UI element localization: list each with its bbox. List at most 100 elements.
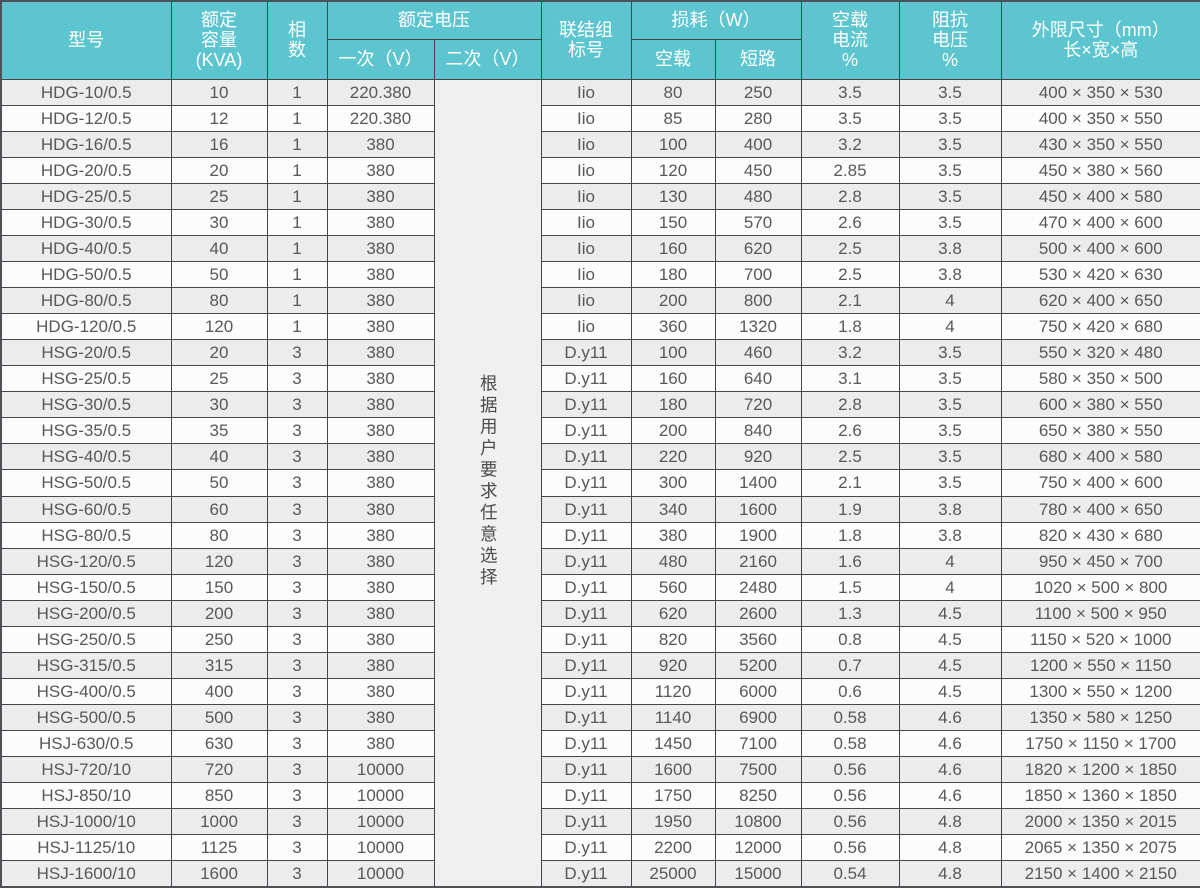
- cell-capacity: 12: [170, 104, 268, 132]
- cell-impedance-voltage: 3.8: [898, 234, 1002, 262]
- cell-no-load-current: 2.8: [800, 391, 900, 419]
- cell-primary-voltage: 380: [326, 599, 435, 627]
- cell-no-load-current: 2.85: [800, 156, 900, 184]
- cell-no-load-loss: 100: [630, 130, 716, 158]
- cell-capacity: 720: [170, 756, 268, 784]
- cell-primary-voltage: 380: [326, 260, 435, 289]
- cell-dimensions: 950 × 450 × 700: [1000, 547, 1200, 575]
- cell-no-load-loss: 920: [630, 651, 716, 679]
- cell-impedance-voltage: 3.5: [898, 130, 1002, 158]
- cell-short-circuit-loss: 460: [714, 339, 802, 367]
- cell-model: HDG-20/0.5: [0, 156, 172, 184]
- cell-no-load-current: 0.8: [800, 625, 900, 653]
- cell-phases: 3: [266, 782, 328, 810]
- cell-dimensions: 2000 × 1350 × 2015: [1000, 808, 1200, 836]
- cell-capacity: 80: [170, 521, 268, 549]
- cell-no-load-loss: 380: [630, 521, 716, 549]
- cell-impedance-voltage: 4.6: [898, 703, 1002, 732]
- cell-capacity: 120: [170, 313, 268, 341]
- cell-phases: 1: [266, 313, 328, 341]
- cell-connection: D.y11: [540, 651, 632, 679]
- cell-model: HDG-80/0.5: [0, 286, 172, 315]
- cell-primary-voltage: 380: [326, 313, 435, 341]
- cell-dimensions: 1750 × 1150 × 1700: [1000, 730, 1200, 758]
- table-row: HDG-120/0.5 120 1 380 Iio 360 1320 1.8 4…: [0, 313, 1200, 341]
- cell-primary-voltage: 380: [326, 339, 435, 367]
- cell-impedance-voltage: 4: [898, 573, 1002, 601]
- cell-primary-voltage: 10000: [326, 860, 435, 888]
- cell-short-circuit-loss: 720: [714, 391, 802, 419]
- cell-impedance-voltage: 4.8: [898, 834, 1002, 862]
- cell-short-circuit-loss: 2160: [714, 547, 802, 575]
- cell-primary-voltage: 380: [326, 573, 435, 601]
- cell-primary-voltage: 380: [326, 130, 435, 158]
- cell-no-load-current: 0.58: [800, 703, 900, 732]
- cell-capacity: 40: [170, 234, 268, 262]
- cell-no-load-loss: 160: [630, 234, 716, 262]
- cell-model: HSJ-850/10: [0, 782, 172, 810]
- cell-no-load-loss: 180: [630, 391, 716, 419]
- cell-no-load-current: 2.5: [800, 234, 900, 262]
- cell-capacity: 1600: [170, 860, 268, 888]
- cell-phases: 3: [266, 339, 328, 367]
- cell-dimensions: 500 × 400 × 600: [1000, 234, 1200, 262]
- cell-connection: Iio: [540, 130, 632, 158]
- cell-primary-voltage: 10000: [326, 808, 435, 836]
- table-row: HSG-20/0.5 20 3 380 D.y11 100 460 3.2 3.…: [0, 339, 1200, 367]
- cell-short-circuit-loss: 1600: [714, 495, 802, 523]
- cell-no-load-loss: 200: [630, 286, 716, 315]
- cell-model: HSJ-1000/10: [0, 808, 172, 836]
- cell-capacity: 60: [170, 495, 268, 523]
- cell-no-load-current: 0.56: [800, 756, 900, 784]
- cell-no-load-current: 3.1: [800, 365, 900, 393]
- cell-no-load-loss: 1120: [630, 677, 716, 706]
- table-row: HSJ-1600/10 1600 3 10000 D.y11 25000 150…: [0, 860, 1200, 888]
- cell-phases: 1: [266, 182, 328, 210]
- cell-capacity: 400: [170, 677, 268, 706]
- cell-no-load-current: 2.5: [800, 260, 900, 289]
- table-row: HSG-500/0.5 500 3 380 D.y11 1140 6900 0.…: [0, 703, 1200, 732]
- cell-short-circuit-loss: 2600: [714, 599, 802, 627]
- cell-model: HSJ-1600/10: [0, 860, 172, 888]
- cell-connection: D.y11: [540, 834, 632, 862]
- cell-dimensions: 1350 × 580 × 1250: [1000, 703, 1200, 732]
- header-model: 型号: [0, 0, 172, 80]
- cell-impedance-voltage: 4.5: [898, 599, 1002, 627]
- table-row: HSG-25/0.5 25 3 380 D.y11 160 640 3.1 3.…: [0, 365, 1200, 393]
- cell-primary-voltage: 10000: [326, 834, 435, 862]
- cell-no-load-loss: 1450: [630, 730, 716, 758]
- table-body: HDG-10/0.5 10 1 220.380 根据用户要求任意选择 Iio 80…: [0, 78, 1200, 888]
- cell-model: HSG-250/0.5: [0, 625, 172, 653]
- cell-phases: 3: [266, 417, 328, 445]
- cell-short-circuit-loss: 3560: [714, 625, 802, 653]
- cell-no-load-current: 0.56: [800, 808, 900, 836]
- cell-connection: Iio: [540, 286, 632, 315]
- cell-model: HSG-40/0.5: [0, 443, 172, 471]
- cell-model: HSJ-630/0.5: [0, 730, 172, 758]
- cell-no-load-current: 3.2: [800, 130, 900, 158]
- cell-no-load-loss: 300: [630, 469, 716, 497]
- cell-short-circuit-loss: 280: [714, 104, 802, 132]
- cell-no-load-loss: 2200: [630, 834, 716, 862]
- table-row: HDG-25/0.5 25 1 380 Iio 130 480 2.8 3.5 …: [0, 182, 1200, 210]
- cell-no-load-loss: 360: [630, 313, 716, 341]
- cell-dimensions: 600 × 380 × 550: [1000, 391, 1200, 419]
- cell-impedance-voltage: 3.8: [898, 260, 1002, 289]
- cell-model: HSJ-1125/10: [0, 834, 172, 862]
- cell-no-load-loss: 1600: [630, 756, 716, 784]
- cell-dimensions: 1300 × 550 × 1200: [1000, 677, 1200, 706]
- cell-primary-voltage: 10000: [326, 756, 435, 784]
- header-connection: 联结组 标号: [540, 0, 632, 80]
- cell-primary-voltage: 380: [326, 208, 435, 236]
- cell-short-circuit-loss: 6900: [714, 703, 802, 732]
- cell-capacity: 10: [170, 78, 268, 106]
- cell-dimensions: 550 × 320 × 480: [1000, 339, 1200, 367]
- cell-connection: D.y11: [540, 730, 632, 758]
- cell-connection: D.y11: [540, 495, 632, 523]
- cell-short-circuit-loss: 920: [714, 443, 802, 471]
- table-row: HSG-250/0.5 250 3 380 D.y11 820 3560 0.8…: [0, 625, 1200, 653]
- cell-dimensions: 430 × 350 × 550: [1000, 130, 1200, 158]
- cell-capacity: 1000: [170, 808, 268, 836]
- cell-impedance-voltage: 4: [898, 313, 1002, 341]
- cell-short-circuit-loss: 250: [714, 78, 802, 106]
